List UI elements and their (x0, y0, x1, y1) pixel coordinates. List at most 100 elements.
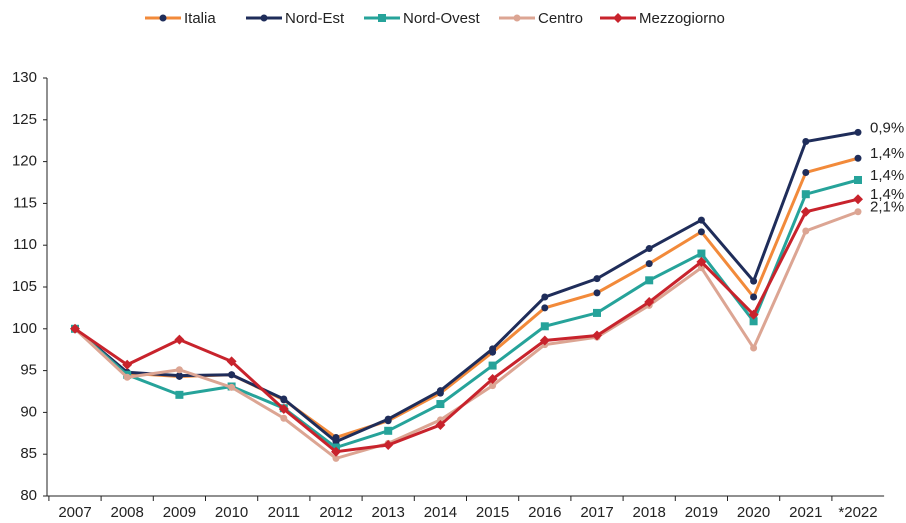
y-tick-label: 85 (20, 445, 37, 462)
series-line (74, 178, 859, 450)
y-tick-label: 100 (12, 320, 37, 337)
y-tick-label: 115 (13, 194, 37, 211)
marker (593, 275, 601, 283)
marker (260, 14, 268, 22)
marker (383, 440, 394, 451)
y-tick-label: 130 (12, 69, 37, 86)
x-tick-label: 2013 (372, 504, 405, 521)
marker (278, 404, 289, 415)
x-tick-label: 2019 (685, 504, 718, 521)
legend-label: Nord-Est (285, 10, 345, 27)
marker (378, 14, 386, 22)
x-tick-label: 2018 (633, 504, 666, 521)
marker (488, 361, 497, 370)
marker (802, 227, 810, 235)
marker (332, 454, 340, 462)
marker (513, 14, 521, 22)
x-tick-label: 2011 (268, 504, 300, 521)
marker (123, 373, 131, 381)
marker (435, 419, 446, 430)
legend-label: Mezzogiorno (639, 10, 725, 27)
marker (331, 446, 341, 457)
marker (592, 330, 602, 341)
marker (540, 322, 549, 331)
x-tick-label: 2008 (111, 504, 144, 521)
marker (541, 293, 549, 301)
x-tick-label: 2014 (424, 504, 457, 521)
end-label: 1,4% (870, 186, 904, 203)
end-label: 2,1% (870, 199, 904, 216)
x-tick-label: *2022 (838, 504, 877, 521)
marker (332, 438, 340, 446)
marker (750, 344, 758, 352)
marker (645, 260, 653, 268)
marker (159, 14, 167, 22)
legend-label: Italia (184, 10, 216, 27)
marker (854, 208, 862, 216)
marker (122, 359, 133, 370)
series-line (74, 156, 859, 440)
y-tick-label: 80 (20, 487, 37, 504)
x-tick-label: 2009 (163, 504, 196, 521)
x-tick-label: 2015 (476, 504, 509, 521)
y-tick-label: 110 (13, 236, 37, 253)
x-tick-label: 2021 (789, 504, 822, 521)
marker (613, 13, 623, 23)
marker (853, 194, 863, 205)
marker (174, 334, 185, 345)
marker (175, 372, 183, 380)
marker (593, 289, 601, 297)
x-tick-label: 2010 (215, 504, 248, 521)
marker (593, 308, 601, 317)
marker (800, 206, 811, 217)
y-tick-label: 95 (20, 362, 37, 379)
marker (801, 190, 810, 199)
y-tick-label: 105 (12, 278, 37, 295)
marker (645, 245, 653, 253)
x-tick-label: 2017 (580, 504, 613, 521)
marker (749, 317, 758, 326)
marker (541, 304, 549, 312)
marker (228, 383, 236, 391)
end-label: 0,9% (870, 119, 904, 136)
marker (802, 168, 810, 176)
marker (750, 277, 758, 285)
marker (384, 415, 392, 423)
y-tick-label: 125 (12, 111, 37, 128)
marker (697, 228, 705, 236)
x-tick-label: 2007 (58, 504, 91, 521)
series-line (73, 210, 859, 461)
marker (280, 414, 288, 422)
marker (644, 297, 655, 308)
marker (436, 400, 445, 409)
marker (748, 309, 759, 320)
y-tick-label: 90 (20, 403, 37, 420)
y-tick-label: 120 (12, 153, 37, 170)
marker (226, 356, 237, 367)
marker (854, 175, 862, 184)
marker (384, 426, 393, 435)
marker (696, 256, 707, 267)
marker (854, 128, 862, 136)
marker (697, 264, 705, 272)
marker (539, 335, 550, 346)
marker (228, 371, 236, 379)
marker (697, 216, 705, 224)
marker (489, 382, 497, 390)
marker (645, 276, 654, 285)
marker (175, 366, 183, 374)
marker (280, 395, 288, 403)
legend-label: Centro (538, 10, 583, 27)
marker (750, 293, 758, 301)
end-label: 1,4% (870, 167, 904, 184)
marker (175, 390, 184, 399)
x-tick-label: 2020 (737, 504, 770, 521)
marker (70, 323, 80, 334)
marker (436, 387, 444, 395)
series-line (74, 197, 859, 454)
x-tick-label: 2016 (528, 504, 561, 521)
legend-label: Nord-Ovest (403, 10, 481, 27)
marker (487, 373, 498, 384)
marker (489, 345, 497, 353)
